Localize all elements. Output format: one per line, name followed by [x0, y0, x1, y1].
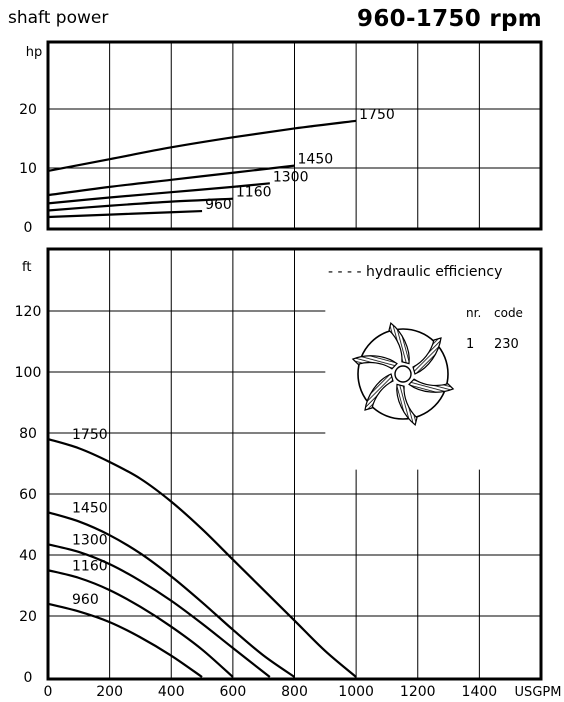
x-tick-label: 1200 — [400, 684, 436, 700]
head-curve-1450 — [47, 511, 296, 678]
axis-and-series-labels: 1750145013001160960175014501300116096001… — [15, 45, 562, 700]
x-tick-label: 200 — [96, 684, 123, 700]
impeller-table-header-nr: nr. — [466, 306, 481, 320]
head-series-label-1160: 1160 — [72, 558, 108, 574]
grid-lines — [48, 42, 541, 679]
head-series-label-1750: 1750 — [72, 427, 108, 443]
x-tick-label: 0 — [44, 684, 53, 700]
head-y-tick-label: 80 — [19, 426, 37, 442]
power-curve-1450 — [47, 164, 295, 197]
head-y-tick-label: 60 — [19, 487, 37, 503]
power-y-axis-label: hp — [26, 45, 43, 60]
legend: - - - - hydraulic efficiency nr. code 1 … — [328, 264, 523, 352]
power-chart-title: shaft power — [8, 8, 109, 28]
impeller-icon — [351, 322, 455, 426]
head-series-label-960: 960 — [72, 592, 99, 608]
head-y-tick-label: 100 — [15, 365, 42, 381]
x-tick-label: 400 — [158, 684, 185, 700]
impeller-vane — [351, 355, 398, 370]
head-curve-1300 — [47, 543, 271, 678]
power-series-label-1160: 1160 — [236, 185, 272, 201]
power-curve-1160 — [47, 197, 233, 212]
x-tick-label: 1400 — [462, 684, 498, 700]
power-y-tick-label: 20 — [19, 102, 37, 118]
impeller-table-header-code: code — [494, 306, 523, 320]
power-y-tick-label: 0 — [24, 220, 33, 236]
impeller-table-code-value: 230 — [494, 337, 519, 352]
impeller-vane — [388, 322, 410, 365]
head-curve-960 — [47, 602, 203, 678]
head-y-tick-label: 40 — [19, 548, 37, 564]
head-curve-1160 — [47, 569, 234, 678]
power-curve-1300 — [47, 182, 270, 205]
head-y-tick-label: 20 — [19, 609, 37, 625]
head-series-label-1450: 1450 — [72, 500, 108, 516]
x-tick-label: 1000 — [338, 684, 374, 700]
power-curve-1750 — [47, 119, 357, 173]
power-series-label-1750: 1750 — [359, 107, 395, 123]
head-y-tick-label: 120 — [15, 304, 42, 320]
power-series-label-1300: 1300 — [273, 169, 309, 185]
head-curve-1750 — [47, 438, 357, 678]
head-series-label-1300: 1300 — [72, 532, 108, 548]
power-series-label-960: 960 — [205, 197, 232, 213]
head-y-tick-label: 0 — [24, 670, 33, 686]
power-curve-960 — [47, 209, 203, 219]
impeller-vane — [408, 378, 455, 393]
x-axis-label: USGPM — [515, 685, 562, 700]
impeller-table-nr-value: 1 — [466, 337, 474, 352]
x-tick-label: 800 — [281, 684, 308, 700]
power-series-label-1450: 1450 — [298, 152, 334, 168]
speed-range-title: 960-1750 rpm — [357, 6, 542, 32]
efficiency-legend-label: - - - - hydraulic efficiency — [328, 264, 502, 280]
x-tick-label: 600 — [220, 684, 247, 700]
impeller-vane — [364, 373, 394, 411]
impeller-vane — [412, 337, 442, 375]
power-y-tick-label: 10 — [19, 161, 37, 177]
series-curves — [47, 119, 357, 678]
impeller-vane — [396, 383, 418, 426]
head-y-axis-label: ft — [22, 260, 31, 275]
